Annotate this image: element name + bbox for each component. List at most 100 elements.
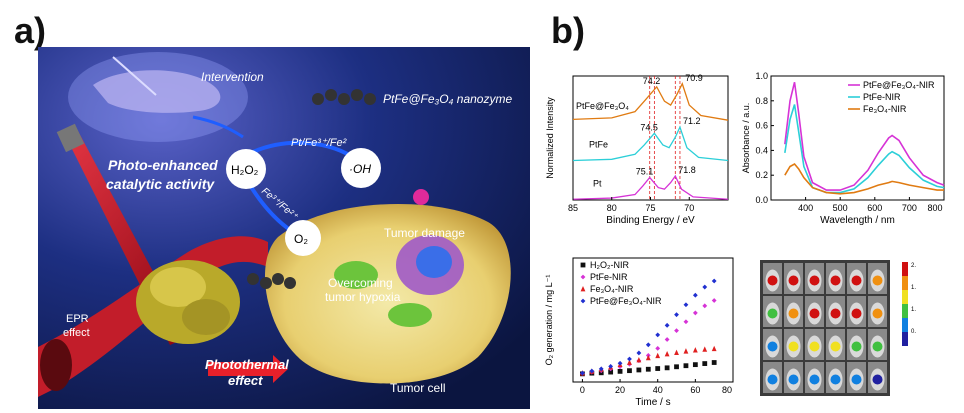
fluorescence-spot bbox=[788, 374, 799, 385]
series-line-1 bbox=[784, 104, 945, 194]
fluorescence-spot bbox=[788, 308, 799, 319]
data-point bbox=[655, 352, 661, 359]
data-point bbox=[664, 351, 670, 357]
data-point bbox=[711, 298, 717, 303]
data-point bbox=[692, 362, 698, 368]
colorbar-segment bbox=[902, 332, 908, 346]
data-point bbox=[636, 357, 642, 363]
x-tick-label: 40 bbox=[653, 385, 663, 395]
series-line-2 bbox=[572, 174, 729, 200]
y-tick-label: 0.8 bbox=[755, 96, 768, 106]
data-point bbox=[645, 366, 651, 372]
y-tick-label: 0.0 bbox=[755, 195, 768, 205]
data-point bbox=[617, 360, 623, 366]
data-point bbox=[702, 346, 708, 352]
y-axis-label: Normalized Intensity bbox=[545, 97, 555, 179]
series-line-1 bbox=[572, 125, 729, 162]
series-line-0 bbox=[572, 82, 729, 121]
data-point bbox=[664, 322, 670, 328]
fluorescence-spot bbox=[830, 341, 841, 352]
data-point bbox=[711, 360, 717, 365]
data-point bbox=[655, 332, 661, 338]
legend-label: H₂O₂-NIR bbox=[590, 260, 629, 270]
x-tick-label: 600 bbox=[867, 203, 882, 213]
tumor-hypoxia-label: tumor hypoxia bbox=[325, 290, 401, 304]
fluorescence-spot bbox=[767, 275, 778, 286]
data-point bbox=[692, 310, 698, 316]
plot-frame bbox=[770, 75, 945, 201]
x-tick-label: 80 bbox=[607, 203, 617, 213]
x-axis-label: Time / s bbox=[635, 397, 670, 408]
data-point bbox=[674, 364, 679, 370]
legend-label: PtFe@Fe₃O₄-NIR bbox=[590, 296, 662, 306]
legend-label: Fe₃O₄-NIR bbox=[590, 284, 634, 294]
y-axis-label: O₂ generation / mg L⁻¹ bbox=[544, 275, 554, 366]
pt-fe-label: Pt/Fe³⁺/Fe² bbox=[291, 137, 347, 149]
data-point bbox=[645, 342, 651, 348]
h2o2-node bbox=[226, 149, 266, 189]
laser-tip bbox=[56, 123, 85, 153]
overcoming-label: Overcoming bbox=[328, 276, 393, 290]
o2-node bbox=[285, 220, 321, 256]
fluorescence-spot bbox=[809, 275, 820, 286]
legend-label: PtFe-NIR bbox=[590, 272, 628, 282]
fluorescence-spot bbox=[809, 374, 820, 385]
colorbar-tick: 1.5 bbox=[911, 285, 916, 291]
arrow-intervention bbox=[192, 115, 244, 139]
peak-label: 74.5 bbox=[640, 122, 658, 132]
data-point bbox=[655, 345, 661, 351]
data-point bbox=[702, 284, 708, 290]
data-point bbox=[617, 368, 623, 374]
series-label: PtFe@Fe₃O₄ bbox=[576, 101, 629, 111]
mechanism-illustration: Intervention PtFe@Fe₃O₄ nanozyme Photo-e… bbox=[38, 47, 530, 409]
data-point bbox=[674, 312, 679, 318]
fluorescence-spot bbox=[851, 308, 862, 319]
y-axis-label: Absorbance / a.u. bbox=[741, 103, 751, 174]
y-tick-label: 0.2 bbox=[755, 170, 768, 180]
legend-label: Fe₃O₄-NIR bbox=[863, 104, 907, 114]
y-tick-label: 0.6 bbox=[755, 121, 768, 131]
photo-enhanced-label: Photo-enhanced bbox=[108, 157, 218, 173]
data-point bbox=[674, 328, 679, 334]
nanoparticle-cluster bbox=[136, 260, 240, 344]
plot-frame bbox=[572, 257, 734, 383]
o2-label: O₂ bbox=[294, 232, 308, 246]
fluorescence-spot bbox=[872, 374, 883, 385]
tumor-cell-label: Tumor cell bbox=[390, 381, 446, 395]
fluorescence-spot bbox=[851, 374, 862, 385]
fluorescence-spot bbox=[767, 341, 778, 352]
data-point bbox=[589, 368, 595, 374]
legend-marker-3 bbox=[580, 298, 586, 304]
data-point bbox=[702, 361, 708, 366]
data-point bbox=[627, 356, 632, 362]
data-point bbox=[627, 359, 632, 365]
photothermal-effect-label: effect bbox=[228, 373, 263, 388]
intervention-label: Intervention bbox=[201, 70, 264, 84]
legend-marker-0 bbox=[580, 262, 586, 268]
absorbance-chart: PtFe@Fe₃O₄-NIR PtFe-NIR Fe₃O₄-NIR 400 500 600… bbox=[741, 72, 945, 226]
data-point bbox=[674, 349, 679, 355]
x-tick-label: 85 bbox=[568, 203, 578, 213]
data-point bbox=[683, 348, 689, 354]
fluorescence-spot bbox=[809, 308, 820, 319]
catalytic-activity-label: catalytic activity bbox=[106, 176, 215, 192]
oh-label: ·OH bbox=[349, 162, 371, 176]
data-point bbox=[692, 347, 698, 353]
in-vivo-imaging-panel: 2.0 1.5 1.0 0.5 bbox=[760, 260, 916, 396]
x-tick-label: 500 bbox=[833, 203, 848, 213]
data-point bbox=[636, 367, 642, 373]
x-tick-label: 0 bbox=[580, 385, 585, 395]
data-point bbox=[683, 302, 689, 308]
data-point bbox=[608, 364, 614, 369]
epr-effect-label: effect bbox=[63, 327, 90, 339]
colorbar-tick: 0.5 bbox=[911, 329, 916, 335]
legend-label: PtFe-NIR bbox=[863, 92, 901, 102]
legend-label: PtFe@Fe₃O₄-NIR bbox=[863, 80, 935, 90]
data-point bbox=[598, 366, 604, 372]
data-point bbox=[683, 363, 689, 369]
vessel-opening bbox=[40, 339, 72, 391]
fluorescence-spot bbox=[830, 308, 841, 319]
fluorescence-spot bbox=[830, 275, 841, 286]
peak-label: 74.2 bbox=[643, 76, 661, 86]
colorbar-segment bbox=[902, 262, 908, 276]
